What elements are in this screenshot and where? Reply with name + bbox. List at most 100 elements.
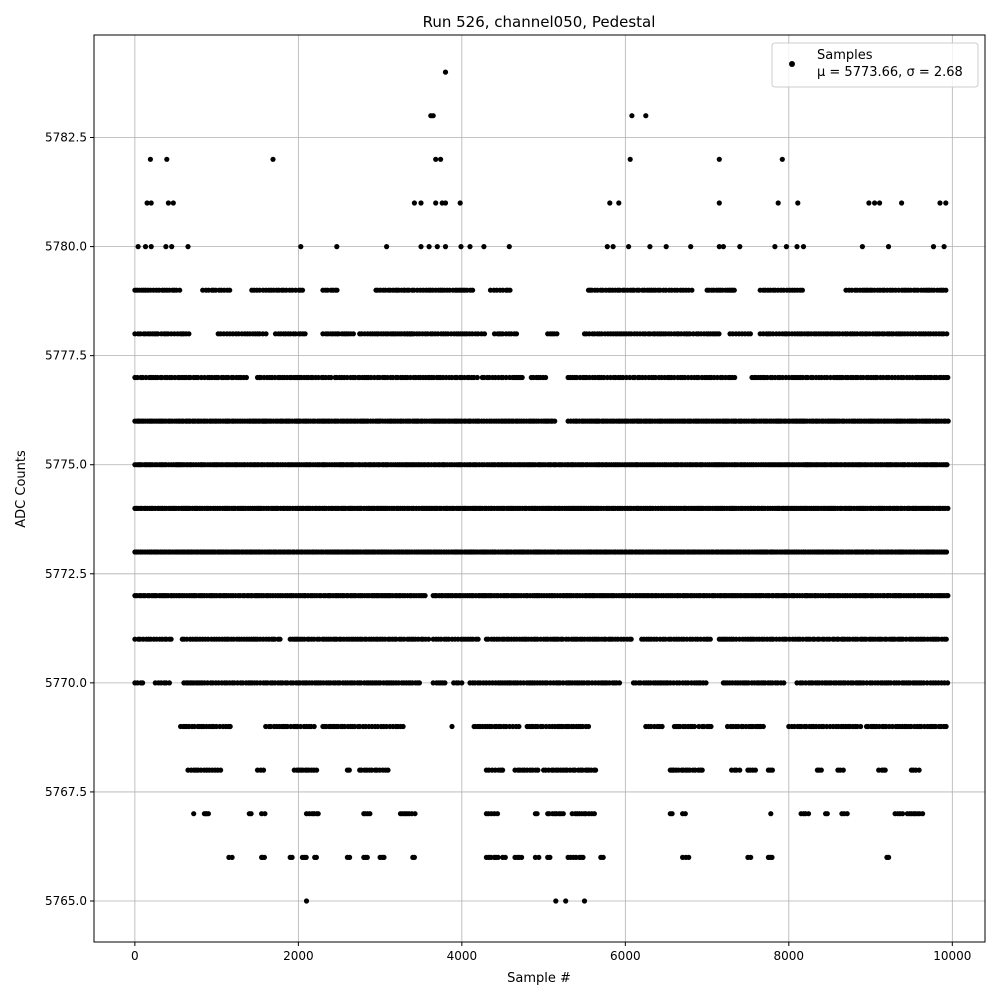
data-point bbox=[945, 505, 951, 511]
data-point bbox=[779, 156, 785, 162]
x-tick-label: 4000 bbox=[447, 949, 478, 963]
x-tick-label: 6000 bbox=[610, 949, 641, 963]
data-point bbox=[315, 811, 321, 817]
data-point bbox=[481, 331, 488, 337]
data-point bbox=[350, 331, 356, 337]
data-point bbox=[775, 200, 781, 206]
y-tick-label: 5772.5 bbox=[45, 567, 87, 581]
data-point bbox=[534, 811, 540, 817]
legend: Samples μ = 5773.66, σ = 2.68 bbox=[771, 42, 979, 88]
data-point bbox=[659, 723, 665, 730]
y-axis-label: ADC Counts bbox=[14, 450, 29, 528]
data-point bbox=[535, 767, 541, 773]
data-point bbox=[663, 244, 669, 250]
data-point bbox=[886, 854, 892, 861]
data-point bbox=[629, 113, 635, 119]
data-point bbox=[502, 854, 508, 861]
legend-box bbox=[771, 42, 979, 88]
data-point bbox=[164, 156, 170, 162]
data-point bbox=[581, 898, 588, 904]
data-point bbox=[930, 244, 937, 250]
data-point bbox=[795, 200, 801, 206]
x-tick-label: 8000 bbox=[774, 949, 805, 963]
legend-label: Samples bbox=[817, 48, 873, 63]
data-point bbox=[298, 244, 304, 250]
data-point bbox=[229, 854, 235, 861]
y-tick-label: 5780.0 bbox=[45, 240, 87, 254]
data-point bbox=[877, 200, 883, 206]
data-point bbox=[334, 244, 340, 250]
data-point bbox=[218, 767, 224, 773]
data-point bbox=[385, 767, 391, 773]
data-point bbox=[262, 811, 268, 817]
data-point bbox=[920, 811, 926, 817]
data-point bbox=[689, 287, 695, 293]
data-point bbox=[411, 200, 417, 206]
data-point bbox=[495, 854, 501, 861]
data-point bbox=[688, 244, 694, 250]
data-point bbox=[458, 244, 464, 250]
data-point bbox=[643, 113, 649, 119]
data-point bbox=[707, 636, 713, 642]
data-point bbox=[519, 854, 525, 861]
data-point bbox=[513, 331, 520, 337]
data-point bbox=[422, 593, 428, 599]
data-point bbox=[426, 244, 432, 250]
plot-area-frame bbox=[93, 34, 986, 943]
data-point bbox=[500, 767, 506, 773]
data-point bbox=[600, 854, 606, 861]
data-point bbox=[899, 200, 905, 206]
data-point bbox=[186, 331, 192, 337]
chart-title: Run 526, channel050, Pedestal bbox=[423, 13, 656, 31]
x-tick-label: 0 bbox=[131, 949, 139, 963]
data-point bbox=[475, 636, 481, 642]
data-point bbox=[686, 854, 692, 861]
data-point bbox=[944, 462, 950, 468]
data-point bbox=[708, 723, 714, 730]
data-point bbox=[616, 680, 623, 686]
data-point bbox=[516, 723, 522, 730]
data-point bbox=[303, 854, 309, 861]
data-point bbox=[547, 854, 553, 861]
data-point bbox=[732, 374, 738, 381]
data-point bbox=[434, 244, 440, 250]
data-point bbox=[467, 244, 473, 250]
data-point bbox=[457, 200, 463, 206]
data-point bbox=[135, 244, 141, 250]
data-point bbox=[313, 854, 319, 861]
data-point bbox=[227, 287, 233, 293]
data-point bbox=[303, 898, 310, 904]
data-point bbox=[248, 811, 254, 817]
x-tick-label: 2000 bbox=[283, 949, 314, 963]
data-point bbox=[418, 200, 424, 206]
data-point bbox=[627, 156, 633, 162]
y-tick-label: 5765.0 bbox=[45, 894, 87, 908]
data-point bbox=[781, 680, 787, 686]
data-point bbox=[347, 854, 353, 861]
x-axis-label: Sample # bbox=[507, 971, 571, 986]
data-point bbox=[364, 854, 370, 861]
data-point bbox=[170, 200, 176, 206]
data-point bbox=[731, 287, 737, 293]
data-point bbox=[543, 374, 549, 381]
data-point bbox=[716, 156, 722, 162]
data-point bbox=[945, 593, 951, 599]
y-tick-label: 5777.5 bbox=[45, 349, 87, 363]
data-point bbox=[270, 156, 276, 162]
data-point bbox=[703, 680, 709, 686]
x-axis: 0 2000 4000 6000 8000 10000 bbox=[131, 942, 971, 963]
data-point bbox=[147, 156, 153, 162]
data-point bbox=[459, 680, 465, 686]
data-point bbox=[943, 549, 950, 555]
data-point bbox=[768, 811, 774, 817]
data-point bbox=[916, 767, 922, 773]
data-point bbox=[593, 767, 599, 773]
data-point bbox=[243, 374, 249, 381]
data-point bbox=[148, 244, 154, 250]
data-point bbox=[400, 723, 406, 730]
data-point bbox=[519, 374, 525, 381]
data-point bbox=[628, 636, 634, 642]
data-point bbox=[858, 723, 864, 730]
data-point bbox=[840, 767, 846, 773]
